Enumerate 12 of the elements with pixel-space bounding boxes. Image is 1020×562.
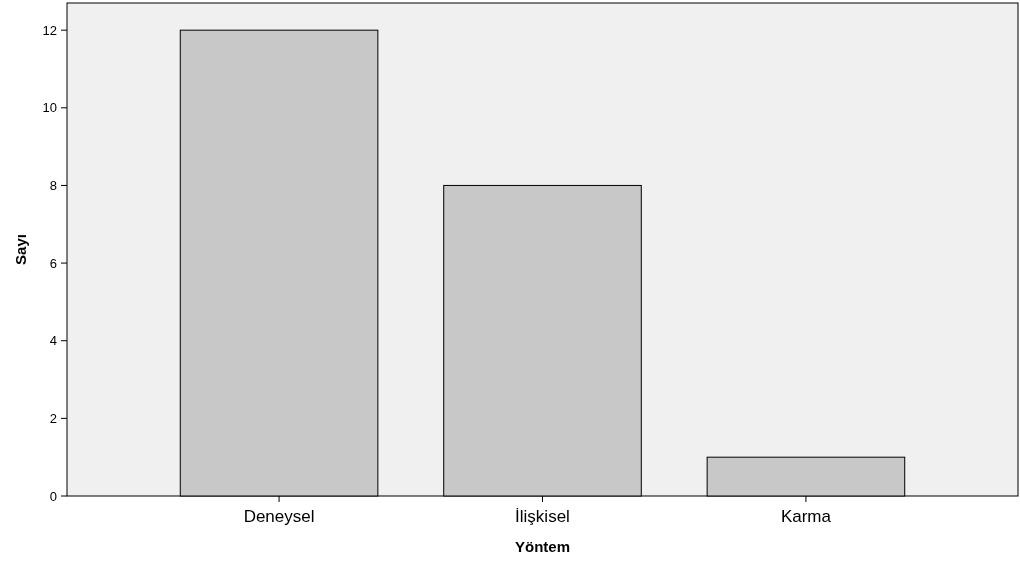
x-tick-label: İlişkisel <box>515 507 570 526</box>
y-tick-label: 2 <box>49 410 57 426</box>
y-tick-label: 8 <box>49 178 57 193</box>
x-tick-label: Deneysel <box>243 507 315 526</box>
x-axis-title: Yöntem <box>514 538 571 555</box>
y-tick-label: 12 <box>42 22 57 38</box>
y-tick-label: 0 <box>49 488 57 504</box>
y-tick-label: 6 <box>49 255 57 271</box>
y-tick-label: 4 <box>49 333 57 349</box>
y-tick-label: 10 <box>42 100 57 116</box>
x-tick-label: Karma <box>780 507 832 526</box>
y-axis-title: Sayı <box>12 234 29 265</box>
